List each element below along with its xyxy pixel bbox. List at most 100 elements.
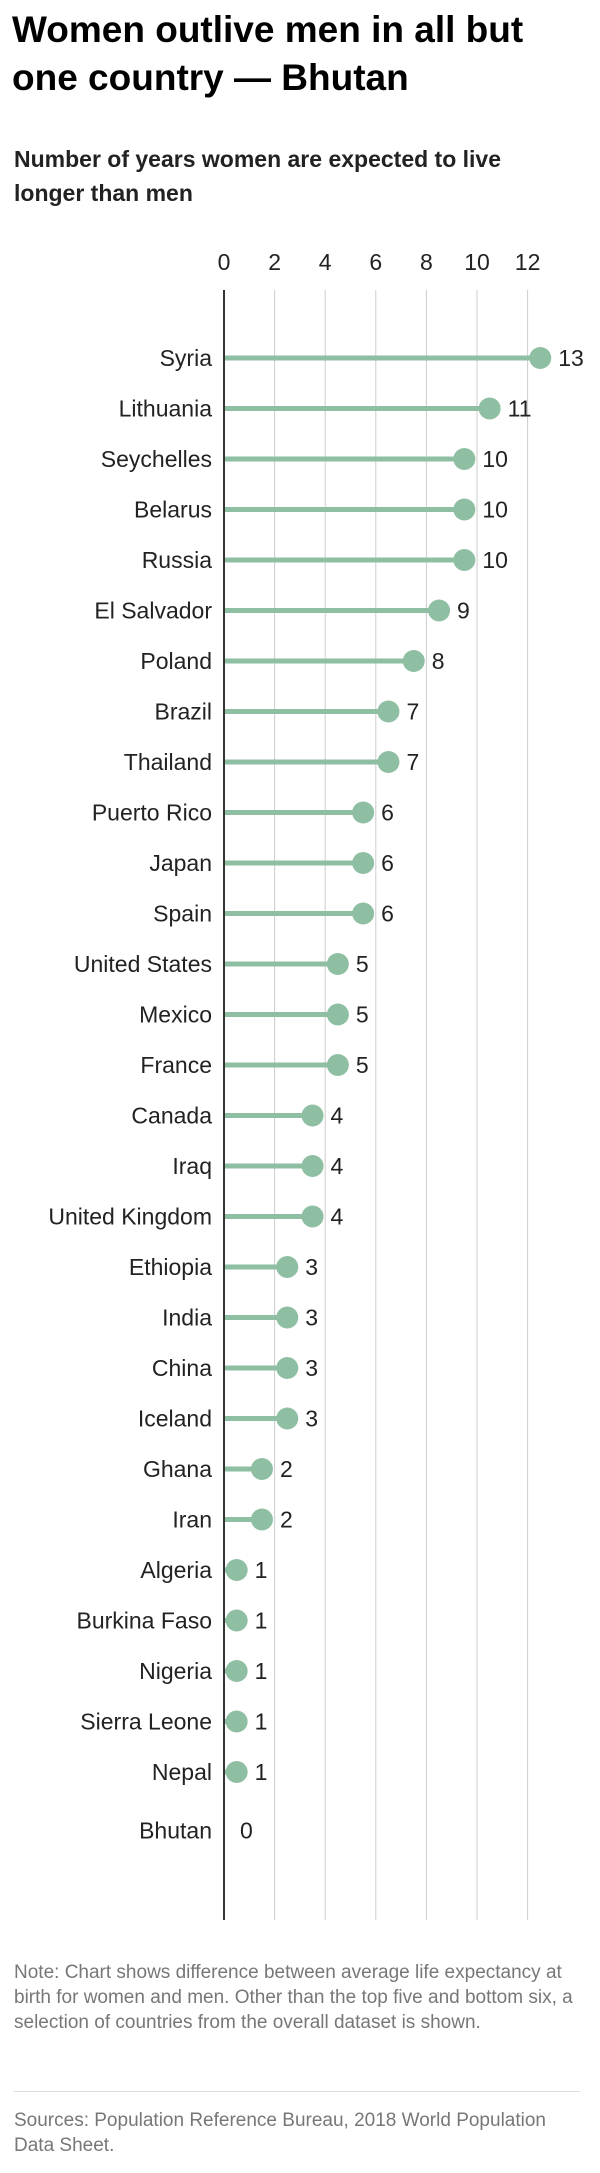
value-label: 3: [305, 1305, 318, 1331]
value-label: 5: [356, 951, 369, 977]
category-label: El Salvador: [94, 598, 212, 624]
x-tick-label: 4: [319, 249, 332, 275]
category-label: Nigeria: [139, 1658, 212, 1684]
lollipop-dot: [225, 1761, 248, 1783]
x-tick-label: 2: [268, 249, 281, 275]
value-label: 13: [558, 345, 584, 371]
category-label: Poland: [140, 648, 212, 674]
category-label: Nepal: [152, 1759, 212, 1785]
category-label: Japan: [149, 850, 212, 876]
category-label: India: [162, 1305, 212, 1331]
divider: [14, 2091, 580, 2092]
category-label: United Kingdom: [48, 1204, 212, 1230]
category-label: Ethiopia: [129, 1254, 212, 1280]
lollipop-dot: [428, 599, 451, 622]
x-tick-label: 12: [515, 249, 541, 275]
lollipop-dot: [276, 1256, 299, 1278]
value-label: 8: [432, 648, 445, 674]
x-axis-ticks: 0 2 4 6 8 10 12: [218, 249, 541, 275]
value-label: 1: [255, 1709, 268, 1735]
lollipop-dot: [301, 1155, 324, 1177]
category-label: Iraq: [172, 1153, 212, 1179]
value-label: 10: [482, 497, 508, 523]
lollipop-dot: [377, 751, 400, 773]
value-label: 6: [381, 901, 394, 927]
category-label: Algeria: [140, 1557, 212, 1583]
chart-title: Women outlive men in all but one country…: [12, 9, 524, 98]
value-label: 2: [280, 1456, 293, 1482]
category-label: Spain: [153, 901, 212, 927]
category-label: Russia: [142, 547, 213, 573]
lollipop-dot: [250, 1458, 273, 1480]
chart-subtitle: Number of years women are expected to li…: [14, 146, 502, 206]
value-label: 6: [381, 850, 394, 876]
value-label: 5: [356, 1002, 369, 1028]
lollipop-chart: 0 2 4 6 8 10 12 SyriaLithuaniaSeychellesBelaru…: [48, 249, 584, 1920]
category-labels: Syria Lithuania Seychelles Belarus Russia El …: [48, 345, 212, 1844]
lollipop-dot: [225, 1609, 248, 1632]
lollipop-dot: [301, 1205, 324, 1228]
category-label: Belarus: [134, 497, 212, 523]
value-label: 3: [305, 1406, 318, 1432]
value-label: 1: [255, 1658, 268, 1684]
lollipop-dot: [352, 801, 375, 824]
value-label: 10: [482, 446, 508, 472]
category-label: China: [152, 1355, 212, 1381]
category-label: Syria: [160, 345, 213, 371]
lollipop-dot: [225, 1710, 248, 1733]
category-label: Thailand: [124, 749, 212, 775]
x-tick-label: 6: [369, 249, 382, 275]
lollipop-dot: [301, 1104, 324, 1127]
value-label: 1: [255, 1608, 268, 1634]
lollipop-dot: [225, 1660, 248, 1682]
value-label: 5: [356, 1052, 369, 1078]
category-label: France: [140, 1052, 212, 1078]
lollipop-dot: [225, 1559, 248, 1581]
value-label: 7: [406, 749, 419, 775]
category-label: Ghana: [143, 1456, 212, 1482]
value-label: 3: [305, 1254, 318, 1280]
category-label: Bhutan: [139, 1818, 212, 1844]
lollipop-dot: [352, 852, 375, 874]
category-label: Sierra Leone: [80, 1709, 212, 1735]
value-label: 4: [331, 1153, 344, 1179]
value-label: 10: [482, 547, 508, 573]
lollipop-dot: [377, 700, 400, 723]
value-label: 11: [508, 396, 532, 422]
category-label: Burkina Faso: [76, 1608, 212, 1634]
lollipop-dot: [326, 1003, 349, 1026]
value-label: 2: [280, 1507, 293, 1533]
value-label: 3: [305, 1355, 318, 1381]
lollipop-dot: [276, 1407, 299, 1430]
lollipop-dot: [402, 650, 425, 672]
lollipop-dot: [326, 1054, 349, 1076]
lollipop-dot: [453, 498, 476, 521]
category-label: Puerto Rico: [92, 800, 212, 826]
lollipop-dot: [276, 1357, 299, 1379]
lollipop-dot: [250, 1508, 273, 1531]
x-tick-label: 10: [464, 249, 490, 275]
chart-sources: Sources: Population Reference Bureau, 20…: [14, 2110, 546, 2156]
bars: [224, 347, 552, 1783]
chart-note: Note: Chart shows difference between ave…: [14, 1962, 573, 2033]
x-tick-label: 8: [420, 249, 433, 275]
value-label: 1: [255, 1759, 268, 1785]
value-label: 4: [331, 1103, 344, 1129]
value-label: 0: [240, 1818, 253, 1844]
category-label: United States: [74, 951, 212, 977]
category-label: Brazil: [154, 699, 212, 725]
lollipop-dot: [352, 902, 375, 925]
lollipop-dot: [529, 347, 552, 369]
category-label: Mexico: [139, 1002, 212, 1028]
value-label: 4: [331, 1204, 344, 1230]
lollipop-dot: [326, 953, 349, 975]
value-label: 6: [381, 800, 394, 826]
value-label: 7: [406, 699, 419, 725]
category-label: Canada: [131, 1103, 212, 1129]
category-label: Lithuania: [119, 396, 213, 422]
category-label: Iceland: [138, 1406, 212, 1432]
lollipop-dot: [276, 1306, 299, 1329]
category-label: Seychelles: [101, 446, 212, 472]
lollipop-dot: [453, 549, 476, 571]
